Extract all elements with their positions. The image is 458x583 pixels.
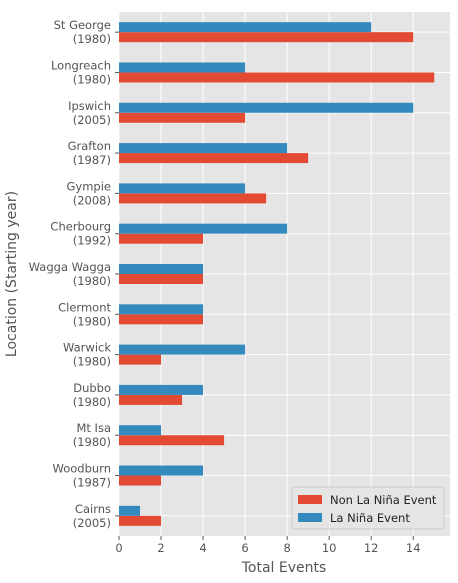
x-tick-label: 2 <box>157 541 164 555</box>
x-axis-label: Total Events <box>241 560 327 576</box>
bar-non-la-nina <box>119 72 435 83</box>
bar-non-la-nina <box>119 233 204 244</box>
bar-non-la-nina <box>119 32 414 43</box>
y-tick-label-location: Woodburn <box>53 462 111 476</box>
y-tick-label-year: (2008) <box>73 193 111 207</box>
x-tick-label: 12 <box>364 541 379 555</box>
y-tick-label-year: (1980) <box>73 274 111 288</box>
bar-non-la-nina <box>119 112 246 123</box>
bar-la-nina <box>119 465 204 476</box>
y-tick-label: Cherbourg (1992) <box>50 220 111 248</box>
y-tick-label-location: Longreach <box>51 58 111 72</box>
y-tick-label: St George (1980) <box>54 18 111 46</box>
bar-non-la-nina <box>119 354 162 365</box>
x-tick-label: 6 <box>241 541 248 555</box>
x-axis-ticks: 0 2 4 6 8 10 12 14 <box>115 536 421 555</box>
y-tick-label-location: Cherbourg <box>50 220 111 234</box>
y-tick-label-year: (1980) <box>73 32 111 46</box>
y-tick-label: Grafton (1987) <box>68 139 111 167</box>
legend-box <box>291 486 445 530</box>
bar-la-nina <box>119 505 141 516</box>
bar-la-nina <box>119 143 288 154</box>
bar-la-nina <box>119 264 204 274</box>
x-tick-label: 8 <box>283 541 290 555</box>
y-tick-label-year: (1980) <box>73 395 111 409</box>
y-tick-label: Gympie (2008) <box>67 179 112 207</box>
y-tick-label-year: (2005) <box>73 516 111 530</box>
y-axis-ticks: St George (1980)Longreach (1980)Ipswich (20… <box>29 18 119 530</box>
bar-la-nina <box>119 223 288 234</box>
bar-non-la-nina <box>119 394 183 405</box>
y-tick-label: Cairns (2005) <box>73 502 111 530</box>
y-tick-label: Wagga Wagga (1980) <box>29 260 111 288</box>
y-tick-label-year: (1980) <box>73 314 111 328</box>
legend-swatch-la-nina <box>298 513 322 522</box>
bar-la-nina <box>119 22 372 33</box>
legend-label-non-la-nina: Non La Niña Event <box>330 493 437 507</box>
y-tick-label-location: Mt Isa <box>76 421 111 435</box>
x-tick-label: 4 <box>199 541 206 555</box>
bar-la-nina <box>119 183 246 194</box>
y-tick-label-year: (1987) <box>73 153 111 167</box>
y-tick-label-location: Dubbo <box>73 381 111 395</box>
y-tick-label-year: (1992) <box>73 234 111 248</box>
bar-non-la-nina <box>119 153 309 164</box>
x-tick-label: 10 <box>322 541 337 555</box>
y-tick-label-year: (1980) <box>73 435 111 449</box>
y-tick-label: Dubbo (1980) <box>73 381 111 409</box>
y-tick-label-location: Clermont <box>58 300 111 314</box>
y-tick-label-location: Wagga Wagga <box>29 260 111 274</box>
bar-non-la-nina <box>119 435 225 446</box>
legend-swatch-non-la-nina <box>298 495 322 504</box>
y-tick-label: Mt Isa (1980) <box>73 421 111 449</box>
y-tick-label-year: (2005) <box>73 113 111 127</box>
bar-non-la-nina <box>119 193 267 204</box>
y-tick-label: Warwick (1980) <box>63 341 111 369</box>
legend: Non La Niña Event La Niña Event <box>291 486 445 530</box>
y-axis-label: Location (Starting year) <box>4 191 20 357</box>
y-tick-label-location: Grafton <box>68 139 111 153</box>
y-tick-label: Clermont (1980) <box>58 300 111 328</box>
y-tick-label-location: Ipswich <box>68 99 111 113</box>
y-tick-label: Woodburn (1987) <box>53 462 111 490</box>
y-tick-label-location: Gympie <box>67 179 112 193</box>
bar-non-la-nina <box>119 274 204 284</box>
y-tick-label-location: Cairns <box>75 502 111 516</box>
bar-non-la-nina <box>119 515 162 526</box>
bar-non-la-nina <box>119 475 162 486</box>
x-tick-label: 14 <box>406 541 421 555</box>
legend-label-la-nina: La Niña Event <box>330 511 410 525</box>
y-tick-label: Ipswich (2005) <box>68 99 111 127</box>
bar-non-la-nina <box>119 314 204 325</box>
y-tick-label-year: (1980) <box>73 72 111 86</box>
y-tick-label-location: Warwick <box>63 341 111 355</box>
bar-la-nina <box>119 384 204 395</box>
bar-la-nina <box>119 304 204 315</box>
bar-la-nina <box>119 102 414 113</box>
y-tick-label: Longreach (1980) <box>51 58 111 86</box>
y-tick-label-year: (1980) <box>73 355 111 369</box>
bar-la-nina <box>119 425 162 436</box>
bar-la-nina <box>119 62 246 73</box>
x-tick-label: 0 <box>115 541 122 555</box>
bar-la-nina <box>119 344 246 355</box>
y-tick-label-year: (1987) <box>73 476 111 490</box>
y-tick-label-location: St George <box>54 18 111 32</box>
bars <box>119 22 435 526</box>
